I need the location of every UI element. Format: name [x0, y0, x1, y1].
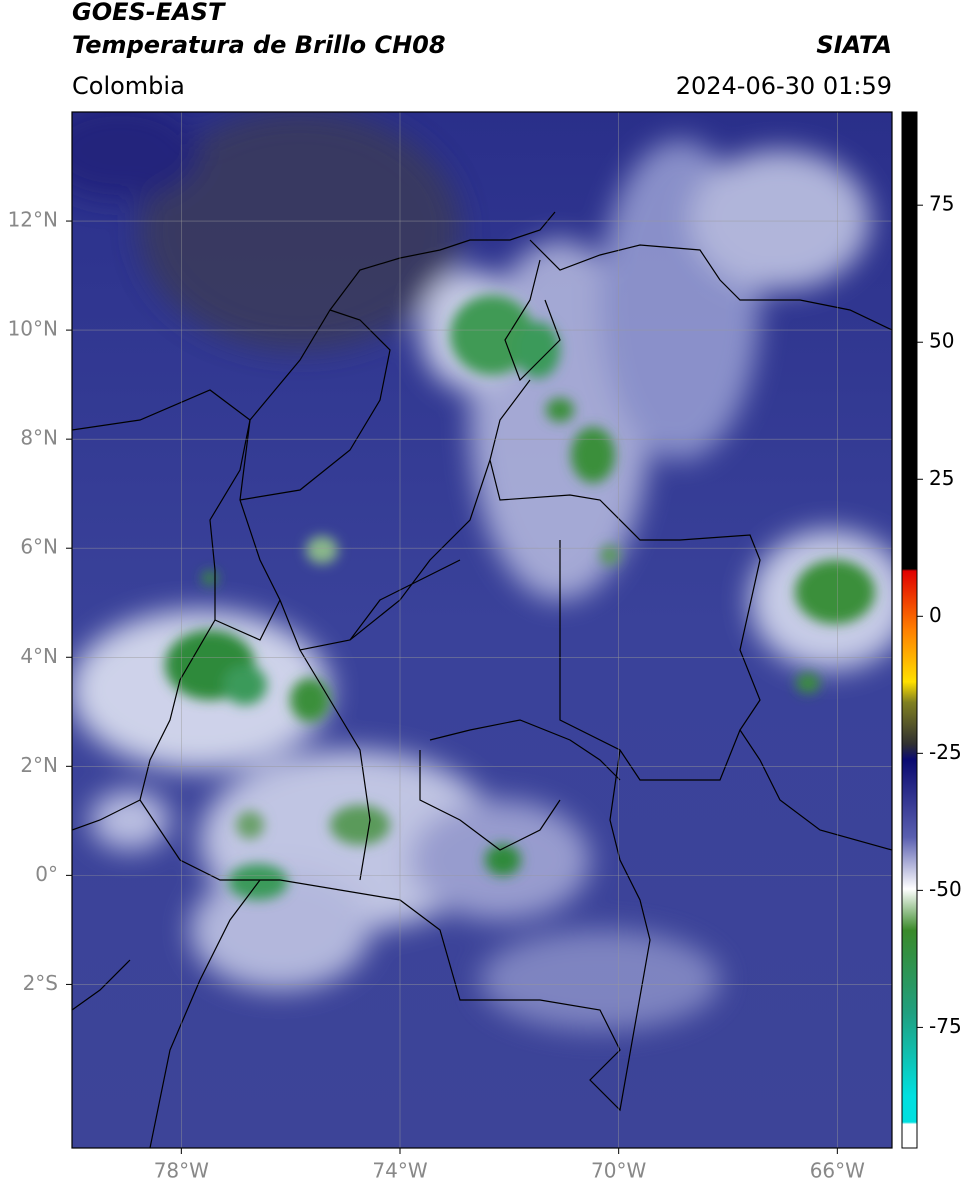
y-tick-label: 2°N [20, 753, 58, 777]
title: GOES-EAST [72, 0, 226, 26]
colorbar-tick-label: 25 [929, 466, 954, 490]
y-tick-label: 12°N [8, 208, 58, 232]
map-frame [71, 111, 893, 1149]
colorbar-tick-label: 50 [929, 329, 954, 353]
subtitle: Temperatura de Brillo CH08 [72, 31, 446, 59]
y-tick-label: 10°N [8, 317, 58, 341]
colorbar [901, 111, 918, 1149]
region: Colombia [72, 72, 185, 100]
x-tick-label: 74°W [372, 1159, 427, 1183]
y-tick-label: 2°S [23, 971, 58, 995]
colorbar-tick-label: 75 [929, 192, 954, 216]
y-tick-label: 6°N [20, 535, 58, 559]
x-tick-label: 66°W [810, 1159, 865, 1183]
source: SIATA [816, 31, 892, 59]
y-tick-label: 0° [35, 862, 58, 886]
colorbar-tick-label: -25 [929, 740, 962, 764]
x-tick-label: 70°W [591, 1159, 646, 1183]
x-tick-label: 78°W [154, 1159, 209, 1183]
colorbar-tick-label: 0 [929, 603, 942, 627]
graticule [72, 112, 892, 1148]
y-tick-label: 4°N [20, 644, 58, 668]
colorbar-tick-label: -75 [929, 1014, 962, 1038]
y-tick-label: 8°N [20, 426, 58, 450]
datetime: 2024-06-30 01:59 [676, 72, 892, 100]
colorbar-tick-label: -50 [929, 877, 962, 901]
satellite-image [72, 112, 892, 1148]
